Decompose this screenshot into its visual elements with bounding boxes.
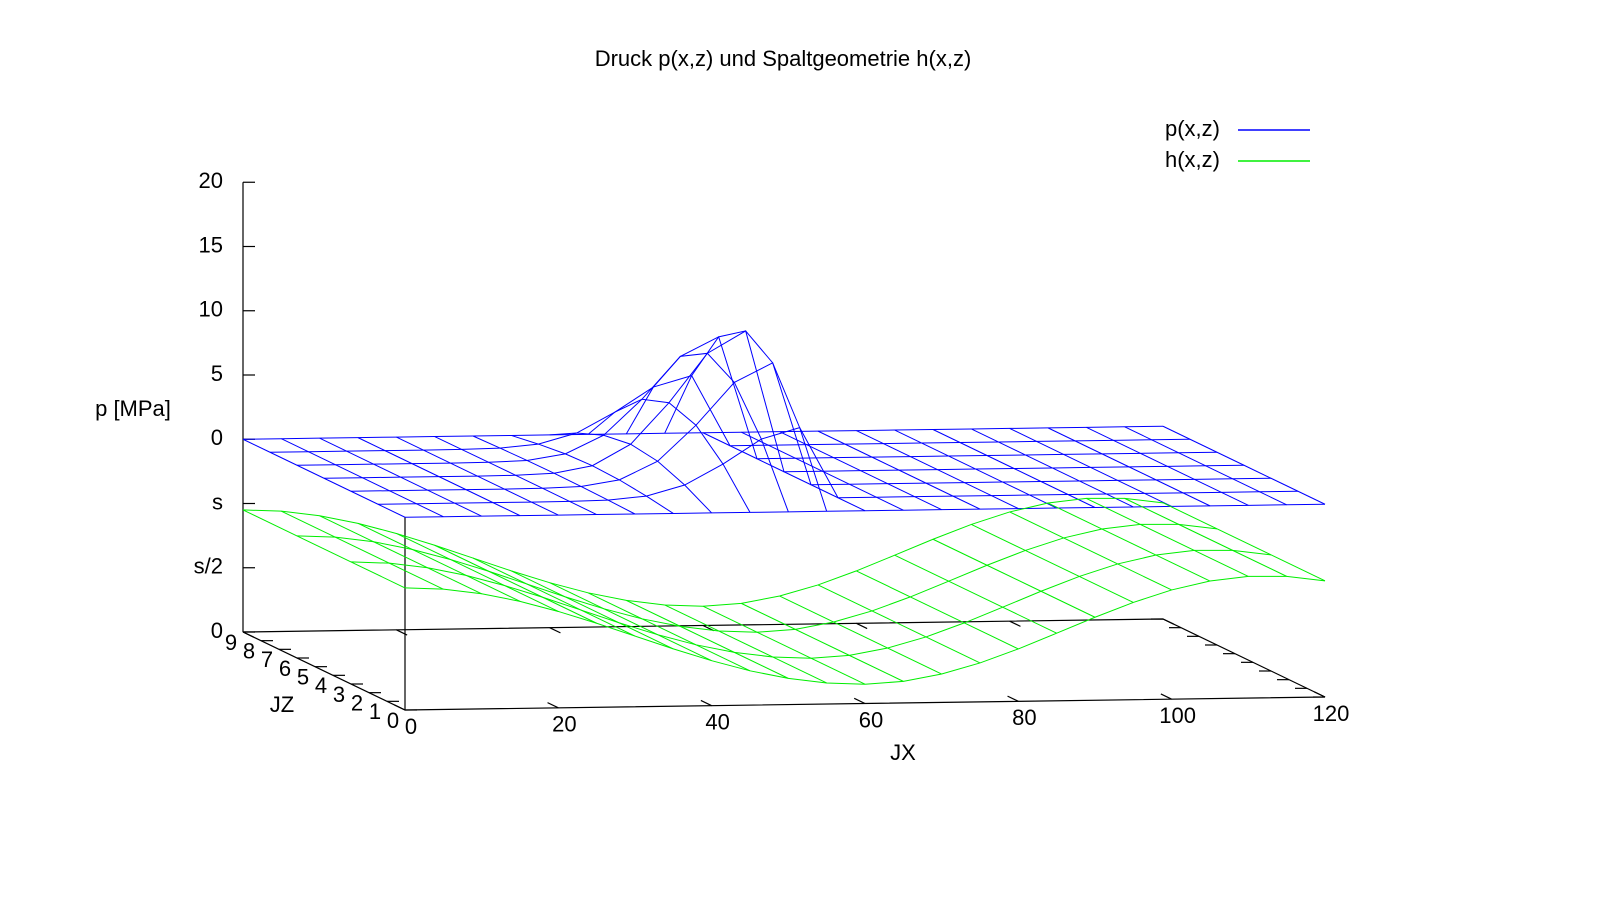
surface-column [1086, 426, 1249, 506]
y-tick-label: 9 [225, 630, 237, 655]
surface-column [587, 592, 751, 672]
x-tick-label: 20 [552, 712, 576, 737]
chart-title: Druck p(x,z) und Spaltgeometrie h(x,z) [595, 46, 972, 71]
z-axis-label: p [MPa] [95, 396, 171, 421]
surface-row [350, 549, 1272, 659]
x-tick [700, 699, 712, 707]
surface-column [741, 602, 904, 682]
surface-column [472, 557, 636, 637]
y-tick-label: 0 [387, 708, 399, 733]
surface-column [817, 584, 981, 664]
z-tick-label: s/2 [194, 554, 223, 579]
x-tick [549, 627, 561, 634]
x-tick-label: 0 [405, 714, 417, 739]
legend-label: h(x,z) [1165, 147, 1220, 172]
surface-column [1047, 502, 1211, 582]
surface-row [296, 523, 1218, 633]
surface-column [971, 523, 1134, 603]
x-axis-label: JX [890, 740, 916, 765]
surface-column [242, 438, 406, 518]
x-tick [1007, 695, 1019, 702]
surface-column [932, 429, 1096, 508]
surface-column [1162, 425, 1326, 505]
x-tick [393, 704, 406, 711]
surface-column [1047, 427, 1211, 507]
z-tick-label: s [212, 489, 223, 514]
x-tick [1162, 618, 1175, 625]
surface-column [319, 515, 482, 595]
x-tick [1313, 691, 1326, 698]
surface-column [357, 437, 521, 517]
surface-column [396, 533, 559, 612]
surface-row [296, 336, 1218, 466]
y-tick-label: 6 [279, 656, 291, 681]
surface-column [587, 398, 751, 513]
surface-column [702, 432, 866, 512]
z-tick-label: 0 [211, 618, 223, 643]
x-tick [853, 697, 866, 705]
y-tick-label: 2 [351, 690, 363, 715]
surface-column [434, 436, 597, 515]
surface-column [894, 554, 1057, 634]
surface-column [1086, 497, 1249, 577]
x-tick [1160, 693, 1172, 700]
z-tick-label: 5 [211, 361, 223, 386]
x-tick [396, 629, 408, 636]
legend-label: p(x,z) [1165, 116, 1220, 141]
surface-column [779, 431, 942, 511]
x-tick-label: 120 [1313, 701, 1350, 726]
surface-column [549, 432, 713, 514]
surface-column [664, 330, 828, 512]
surface-column [281, 510, 444, 590]
x-tick-label: 60 [859, 707, 883, 732]
surface-column [281, 438, 444, 518]
x-tick-label: 100 [1159, 703, 1196, 728]
x-tick-label: 40 [705, 709, 729, 734]
surface-column [664, 604, 827, 684]
surface-column [511, 434, 674, 514]
z-tick-label: 10 [199, 297, 223, 322]
surface-column [434, 544, 597, 624]
x-tick [242, 631, 255, 638]
surface-column [856, 570, 1019, 650]
z-tick-label: 15 [199, 232, 223, 257]
surface-column [702, 605, 866, 685]
z-tick-label: 20 [199, 168, 223, 193]
surface-column [319, 437, 482, 517]
y-tick-label: 1 [369, 699, 381, 724]
x-tick [547, 702, 559, 709]
surface-column [242, 509, 406, 589]
surface-column [932, 538, 1096, 618]
surface-column [894, 429, 1057, 509]
surface-column [817, 430, 981, 510]
y-axis-label: JZ [270, 692, 294, 717]
surface-column [549, 582, 712, 662]
y-tick-label: 8 [243, 638, 255, 663]
surface-column [1124, 426, 1287, 506]
surface-column [1162, 502, 1326, 582]
surface-column [1124, 497, 1287, 577]
surface-row [377, 427, 1299, 505]
surface-column [741, 431, 904, 511]
surface-column [971, 428, 1134, 508]
y-tick-label: 4 [315, 673, 327, 698]
surface-column [626, 599, 789, 679]
x-tick [1009, 620, 1021, 627]
x-tick-label: 80 [1012, 705, 1036, 730]
surface-column [511, 570, 674, 650]
surface-column [396, 436, 559, 516]
surface-column [472, 435, 636, 515]
surface-column [856, 430, 1019, 510]
surface-column [357, 522, 521, 602]
z-tick-label: 0 [211, 425, 223, 450]
surface-column [1009, 511, 1172, 591]
y-tick-label: 3 [333, 682, 345, 707]
surface-row [242, 497, 1164, 607]
surface-column [779, 595, 942, 675]
y-tick-label: 5 [297, 664, 309, 689]
y-tick-label: 7 [261, 647, 273, 672]
surface-column [1009, 427, 1172, 507]
x-tick [856, 622, 868, 630]
